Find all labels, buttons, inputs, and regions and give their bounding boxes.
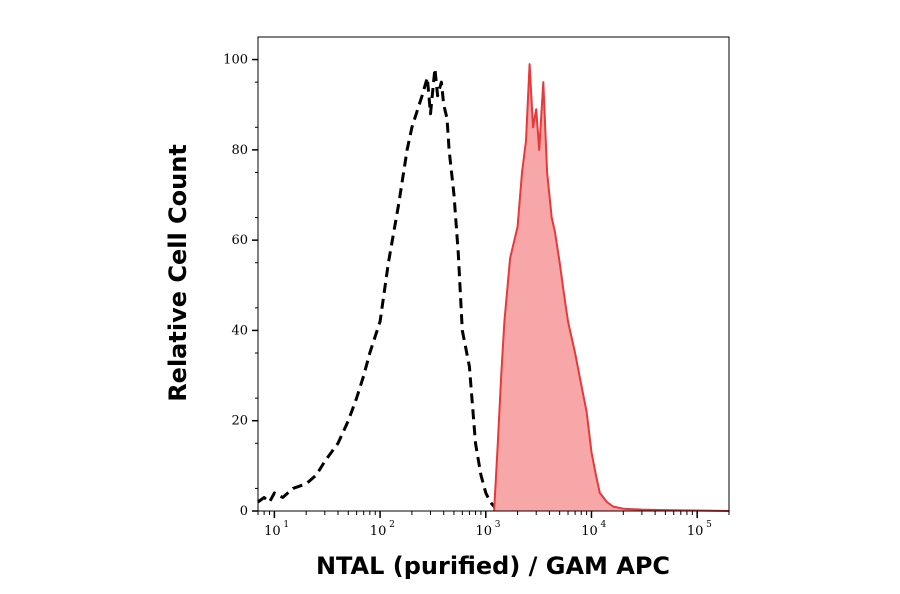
x-tick-exponent: 2	[389, 520, 395, 530]
x-tick-label: 10	[581, 524, 598, 539]
x-tick-label: 10	[264, 524, 281, 539]
x-tick-label: 10	[370, 524, 387, 539]
y-tick-label: 20	[231, 414, 248, 429]
x-tick-label: 10	[687, 524, 704, 539]
y-tick-label: 0	[240, 504, 248, 519]
y-tick-label: 80	[231, 143, 248, 158]
x-tick-exponent: 5	[706, 520, 712, 530]
series-fill-1	[494, 64, 729, 511]
x-tick-exponent: 4	[600, 520, 606, 530]
y-tick-label: 100	[223, 53, 248, 68]
plot-frame	[257, 36, 730, 512]
x-tick-exponent: 1	[283, 520, 289, 530]
x-tick-exponent: 3	[495, 520, 501, 530]
y-tick-label: 60	[231, 233, 248, 248]
y-tick-label: 40	[231, 323, 248, 338]
y-axis-title: Relative Cell Count	[164, 144, 192, 402]
series-line-1	[493, 63, 730, 512]
series-line-0	[257, 67, 499, 512]
x-axis-title: NTAL (purified) / GAM APC	[316, 552, 670, 580]
x-tick-label: 10	[476, 524, 493, 539]
